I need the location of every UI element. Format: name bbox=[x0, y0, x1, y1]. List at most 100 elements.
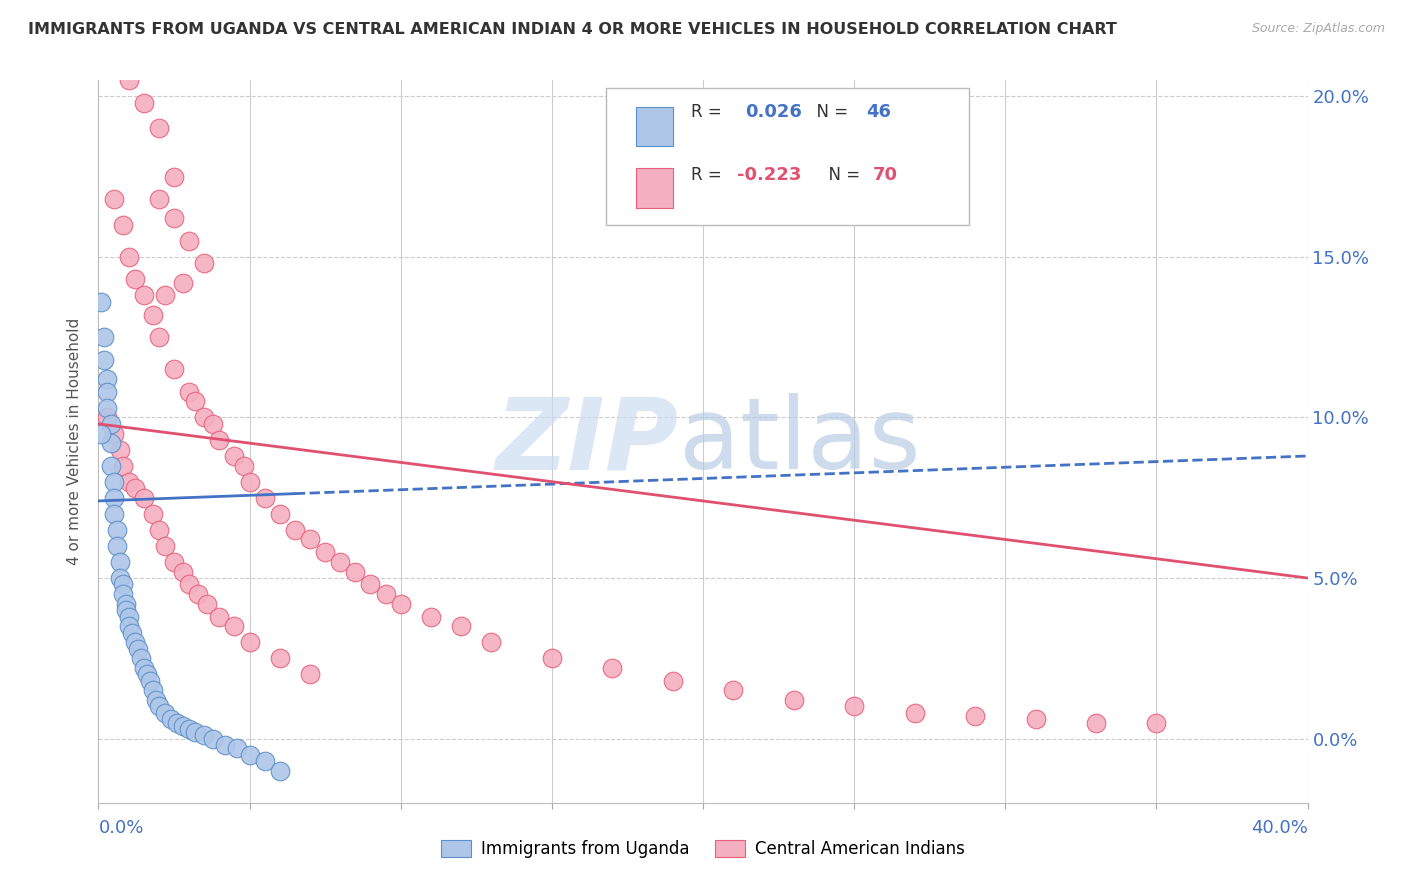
Point bbox=[269, 651, 291, 665]
Point bbox=[224, 619, 246, 633]
Point bbox=[90, 294, 112, 309]
Point bbox=[184, 725, 207, 739]
Point bbox=[1024, 712, 1046, 726]
Text: ZIP: ZIP bbox=[496, 393, 679, 490]
Point bbox=[114, 603, 136, 617]
Point bbox=[193, 728, 215, 742]
Point bbox=[148, 523, 170, 537]
Point bbox=[163, 169, 186, 184]
Point bbox=[90, 426, 112, 441]
Point bbox=[284, 523, 307, 537]
Point bbox=[153, 288, 176, 302]
Point bbox=[103, 507, 125, 521]
Text: 70: 70 bbox=[872, 166, 897, 184]
Text: Source: ZipAtlas.com: Source: ZipAtlas.com bbox=[1251, 22, 1385, 36]
Point bbox=[314, 545, 336, 559]
Point bbox=[103, 426, 125, 441]
Point bbox=[111, 587, 134, 601]
Point bbox=[208, 609, 231, 624]
Point bbox=[148, 192, 170, 206]
Text: IMMIGRANTS FROM UGANDA VS CENTRAL AMERICAN INDIAN 4 OR MORE VEHICLES IN HOUSEHOL: IMMIGRANTS FROM UGANDA VS CENTRAL AMERIC… bbox=[28, 22, 1116, 37]
Point bbox=[783, 693, 806, 707]
Point bbox=[420, 609, 443, 624]
Point bbox=[108, 555, 131, 569]
Point bbox=[269, 764, 291, 778]
Point bbox=[184, 394, 207, 409]
Point bbox=[253, 491, 276, 505]
Point bbox=[118, 73, 141, 87]
FancyBboxPatch shape bbox=[637, 168, 672, 208]
Point bbox=[100, 436, 122, 450]
Point bbox=[195, 597, 218, 611]
Point bbox=[145, 693, 167, 707]
Point bbox=[153, 706, 176, 720]
Point bbox=[187, 587, 209, 601]
Point bbox=[374, 587, 396, 601]
Point bbox=[103, 192, 125, 206]
Point bbox=[450, 619, 472, 633]
Text: 0.0%: 0.0% bbox=[98, 819, 143, 837]
Point bbox=[904, 706, 927, 720]
Point bbox=[118, 475, 141, 489]
Point bbox=[239, 635, 262, 649]
Text: 0.026: 0.026 bbox=[745, 103, 803, 121]
Point bbox=[103, 491, 125, 505]
Point bbox=[111, 577, 134, 591]
Point bbox=[202, 417, 225, 431]
Point bbox=[100, 458, 122, 473]
Point bbox=[96, 410, 118, 425]
Point bbox=[127, 641, 149, 656]
Text: R =: R = bbox=[690, 166, 727, 184]
Point bbox=[202, 731, 225, 746]
Point bbox=[360, 577, 382, 591]
Point bbox=[163, 555, 186, 569]
Point bbox=[93, 352, 115, 367]
Point bbox=[193, 410, 215, 425]
Point bbox=[132, 95, 155, 110]
Point bbox=[540, 651, 562, 665]
Point bbox=[132, 491, 155, 505]
FancyBboxPatch shape bbox=[637, 106, 672, 146]
Point bbox=[148, 330, 170, 344]
Point bbox=[153, 539, 176, 553]
Point bbox=[208, 433, 231, 447]
Point bbox=[661, 673, 683, 688]
Point bbox=[232, 458, 254, 473]
Point bbox=[179, 384, 201, 399]
Point bbox=[166, 715, 188, 730]
Point bbox=[114, 597, 136, 611]
Point bbox=[239, 747, 262, 762]
Point bbox=[163, 362, 186, 376]
Point bbox=[118, 619, 141, 633]
Point bbox=[179, 234, 201, 248]
Point bbox=[344, 565, 367, 579]
Point bbox=[723, 683, 745, 698]
Point bbox=[121, 625, 143, 640]
Point bbox=[179, 722, 201, 736]
Text: 40.0%: 40.0% bbox=[1251, 819, 1308, 837]
Point bbox=[118, 609, 141, 624]
Point bbox=[118, 250, 141, 264]
Point bbox=[148, 121, 170, 136]
Point bbox=[105, 539, 128, 553]
Point bbox=[135, 667, 157, 681]
Text: R =: R = bbox=[690, 103, 733, 121]
Point bbox=[214, 738, 236, 752]
Point bbox=[148, 699, 170, 714]
Point bbox=[163, 211, 186, 226]
Point bbox=[124, 481, 146, 495]
Point bbox=[179, 577, 201, 591]
Point bbox=[602, 661, 624, 675]
Point bbox=[132, 661, 155, 675]
Point bbox=[142, 308, 165, 322]
Point bbox=[96, 372, 118, 386]
Point bbox=[299, 667, 322, 681]
Point bbox=[172, 565, 194, 579]
Point bbox=[103, 475, 125, 489]
Point bbox=[329, 555, 352, 569]
Legend: Immigrants from Uganda, Central American Indians: Immigrants from Uganda, Central American… bbox=[433, 832, 973, 867]
Point bbox=[389, 597, 412, 611]
Point bbox=[1144, 715, 1167, 730]
Point bbox=[124, 272, 146, 286]
Point bbox=[226, 741, 249, 756]
